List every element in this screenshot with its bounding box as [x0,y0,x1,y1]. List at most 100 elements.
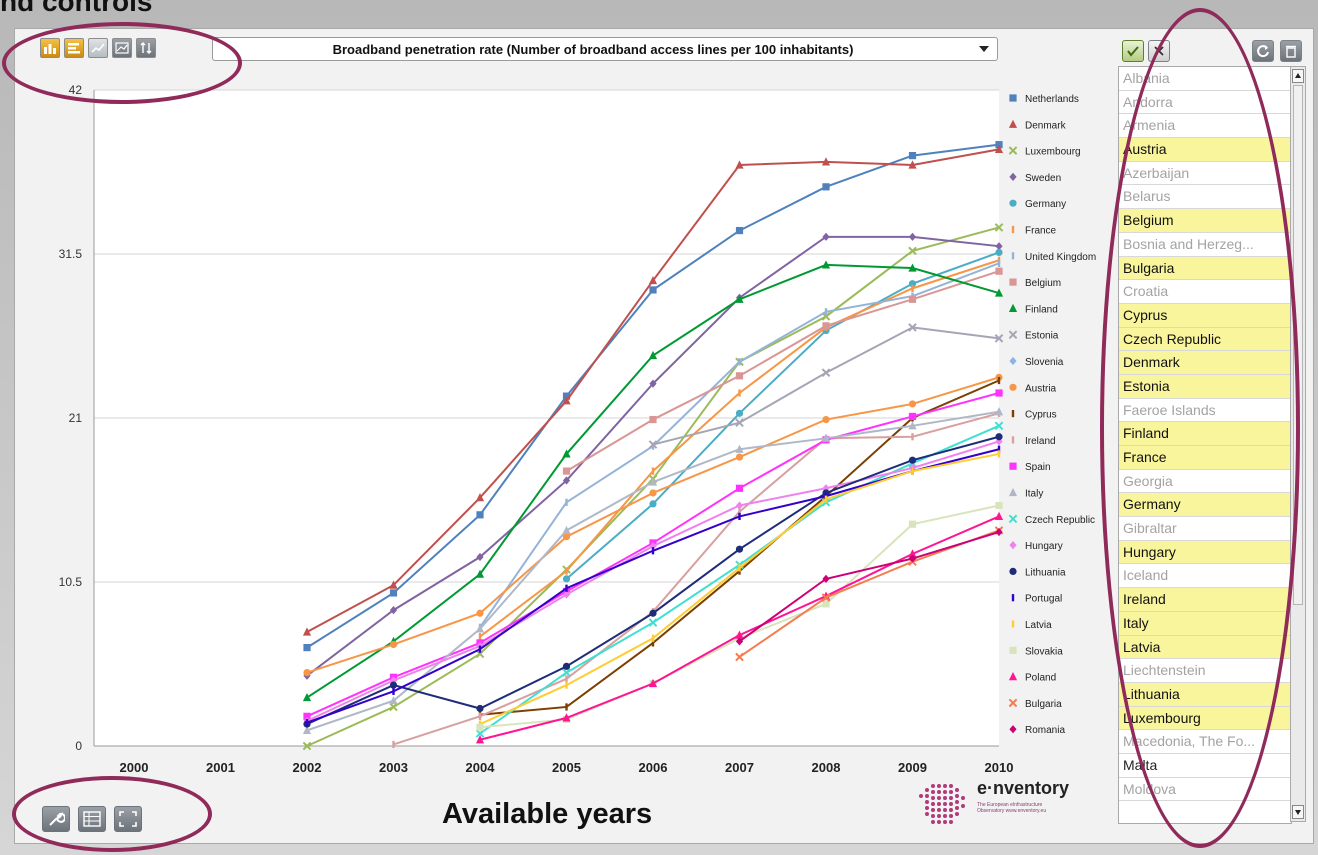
legend-marker [1008,698,1018,708]
legend-marker [1009,462,1017,470]
data-point [476,511,484,519]
legend-label: Italy [1025,489,1043,500]
country-item[interactable]: Georgia [1119,470,1291,494]
legend-label: Luxembourg [1025,147,1081,158]
table-icon[interactable] [78,806,106,832]
data-point [648,678,658,688]
country-item[interactable]: Czech Republic [1119,327,1291,352]
data-point [822,415,830,424]
chevron-down-icon[interactable] [979,46,989,52]
country-item[interactable]: Lithuania [1119,682,1291,707]
legend-label: France [1025,226,1057,237]
country-item[interactable]: Latvia [1119,635,1291,660]
data-point [562,525,571,535]
country-item[interactable]: Macedonia, The Fo... [1119,730,1291,754]
data-point [389,589,398,597]
country-item[interactable]: Azerbaijan [1119,162,1291,186]
data-point [735,160,744,169]
country-item[interactable]: Armenia [1119,114,1291,139]
data-point [735,545,744,553]
country-item[interactable]: France [1119,446,1291,470]
country-item[interactable]: Denmark [1119,351,1291,375]
data-point [735,484,744,492]
horizontal-bar-icon[interactable] [64,38,84,58]
data-point [651,442,655,450]
area-chart-icon[interactable] [112,38,132,58]
data-point [649,379,657,388]
data-point [475,729,485,738]
data-point [476,704,484,713]
data-point [475,493,485,502]
country-item[interactable]: Moldova [1119,778,1291,802]
country-item[interactable]: Gibraltar [1119,517,1291,541]
data-point [302,627,312,636]
legend-marker [1009,646,1017,654]
data-point [822,183,830,191]
legend-marker [1011,594,1015,602]
legend-marker [1008,514,1018,524]
country-item[interactable]: Finland [1119,422,1291,446]
series-ireland [393,412,1000,746]
country-item[interactable]: Malta [1119,754,1291,778]
data-point [821,433,831,442]
data-point [911,467,914,475]
country-item[interactable]: Faeroe Islands [1119,399,1291,423]
data-point [822,600,830,608]
legend-label: Hungary [1025,541,1063,552]
data-point [997,445,1001,453]
trash-icon[interactable] [1280,40,1302,62]
data-point [994,288,1004,297]
indicator-select[interactable]: Broadband penetration rate (Number of br… [212,37,998,61]
data-point [649,541,657,551]
legend-label: Portugal [1025,594,1062,605]
country-list-scrollbar[interactable] [1290,66,1306,822]
data-point [565,681,568,689]
bar-chart-icon[interactable] [40,38,60,58]
series-belgium [565,270,1000,472]
data-point [738,512,741,520]
country-item[interactable]: Austria [1119,138,1291,162]
select-all-check-icon[interactable] [1122,40,1144,62]
legend-label: Spain [1025,462,1051,473]
scroll-down-icon[interactable] [1292,805,1304,819]
data-point [389,606,398,615]
data-point [735,372,744,380]
line-chart-icon[interactable] [88,38,108,58]
data-point [908,421,917,430]
data-point [908,456,917,464]
x-tick-label: 2004 [466,760,496,775]
country-item[interactable]: Cyprus [1119,303,1291,328]
clear-selection-x-icon[interactable] [1148,40,1170,62]
data-point [735,453,744,461]
country-item[interactable]: Ireland [1119,588,1291,612]
country-item[interactable]: Iceland [1119,564,1291,589]
country-item[interactable]: Germany [1119,493,1291,518]
country-item[interactable]: Estonia [1119,374,1291,399]
country-item[interactable]: Belarus [1119,185,1291,210]
data-point [649,489,657,497]
country-item[interactable]: Liechtenstein [1119,659,1291,683]
wrench-icon[interactable] [42,806,70,832]
data-point [911,284,914,292]
scroll-thumb[interactable] [1293,85,1303,605]
country-item[interactable]: Albania [1119,67,1291,91]
country-item[interactable]: Andorra [1119,91,1291,115]
country-item[interactable]: Italy [1119,611,1291,636]
scroll-up-icon[interactable] [1292,69,1304,83]
data-point [476,552,484,562]
data-point [821,260,831,269]
country-item[interactable]: Hungary [1119,540,1291,565]
data-point [908,412,917,421]
sort-icon[interactable] [136,38,156,58]
legend-marker [1009,725,1017,734]
fullscreen-icon[interactable] [114,806,142,832]
country-item[interactable]: Belgium [1119,209,1291,233]
country-list[interactable]: Albania Andorra Armenia Austria Azerbaijan Be… [1118,66,1292,824]
data-point [475,569,485,578]
refresh-icon[interactable] [1252,40,1274,62]
country-item[interactable]: Bulgaria [1119,256,1291,281]
data-point [648,350,658,360]
country-item[interactable]: Luxembourg [1119,706,1291,731]
country-item[interactable]: Croatia [1119,280,1291,304]
country-item[interactable]: Bosnia and Herzeg... [1119,233,1291,257]
